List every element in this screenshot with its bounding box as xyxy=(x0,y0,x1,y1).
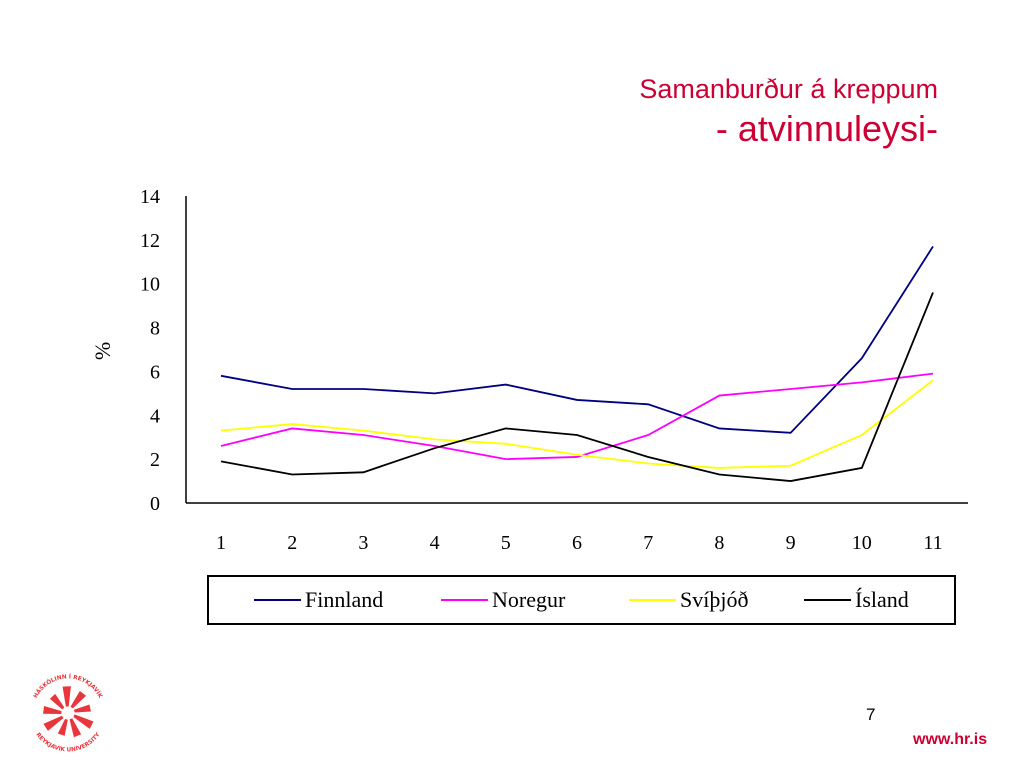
y-tick-label: 8 xyxy=(150,318,160,340)
x-tick-label: 10 xyxy=(852,532,872,554)
website-url[interactable]: www.hr.is xyxy=(913,731,988,748)
legend-label: Finnland xyxy=(305,587,384,612)
sunburst-ray xyxy=(69,718,82,738)
series-line-finnland xyxy=(220,245,934,434)
sunburst-ray xyxy=(73,714,94,729)
x-tick-label: 7 xyxy=(643,532,653,554)
series-line-svíþjóð xyxy=(220,379,934,469)
x-tick-label: 3 xyxy=(358,532,368,554)
legend-label: Ísland xyxy=(855,587,909,612)
x-tick-label: 8 xyxy=(714,532,724,554)
sunburst-ray xyxy=(73,704,91,713)
legend-label: Noregur xyxy=(492,587,566,612)
x-tick-label: 4 xyxy=(430,532,440,554)
sunburst-ray xyxy=(62,686,71,707)
y-tick-label: 0 xyxy=(150,493,160,515)
legend-item: Svíþjóð xyxy=(629,577,748,623)
x-tick-labels: 1 2 3 4 5 6 7 8 9 10 11 xyxy=(216,532,943,554)
chart-axes xyxy=(185,196,968,504)
slide-title-line1: Samanburður á kreppum xyxy=(639,74,938,104)
series-line-ísland xyxy=(220,292,934,482)
logo-text-bottom: REYKJAVIK UNIVERSITY xyxy=(34,731,102,753)
y-tick-label: 10 xyxy=(140,274,160,296)
university-seal-logo: HÁSKÓLINN Í REYKJAVÍK REYKJAVIK UNIVERSI… xyxy=(33,672,103,753)
sunburst-icon xyxy=(43,686,94,738)
sunburst-ray xyxy=(43,706,62,714)
legend-item: Noregur xyxy=(441,577,565,623)
legend-label: Svíþjóð xyxy=(680,587,749,612)
sunburst-ray xyxy=(43,715,64,731)
x-tick-label: 6 xyxy=(572,532,582,554)
y-tick-label: 14 xyxy=(140,186,160,208)
x-tick-label: 9 xyxy=(786,532,796,554)
legend-swatch xyxy=(254,599,301,601)
legend-swatch xyxy=(804,599,851,601)
y-tick-label: 12 xyxy=(140,230,160,252)
y-tick-labels: 0 2 4 6 8 10 12 14 xyxy=(140,186,160,515)
sunburst-ray xyxy=(70,691,87,709)
chart-legend: Finnland Noregur Svíþjóð Ísland xyxy=(207,575,956,625)
y-tick-label: 4 xyxy=(150,405,160,427)
legend-swatch xyxy=(629,599,676,601)
x-tick-label: 5 xyxy=(501,532,511,554)
series-line-noregur xyxy=(220,372,934,461)
y-tick-label: 2 xyxy=(150,449,160,471)
x-tick-label: 11 xyxy=(923,532,942,554)
series-lines xyxy=(220,245,934,482)
x-tick-label: 1 xyxy=(216,532,226,554)
slide-title-line2: - atvinnuleysi- xyxy=(715,108,938,149)
page-number: 7 xyxy=(866,705,876,724)
sunburst-ray xyxy=(57,719,68,736)
legend-item: Finnland xyxy=(254,577,383,623)
x-tick-label: 2 xyxy=(287,532,297,554)
y-axis-label: % xyxy=(90,342,115,360)
legend-swatch xyxy=(441,599,488,601)
y-tick-label: 6 xyxy=(150,361,160,383)
sunburst-ray xyxy=(49,693,65,710)
slide-title: Samanburður á kreppum - atvinnuleysi- xyxy=(639,70,938,150)
legend-item: Ísland xyxy=(804,577,909,623)
